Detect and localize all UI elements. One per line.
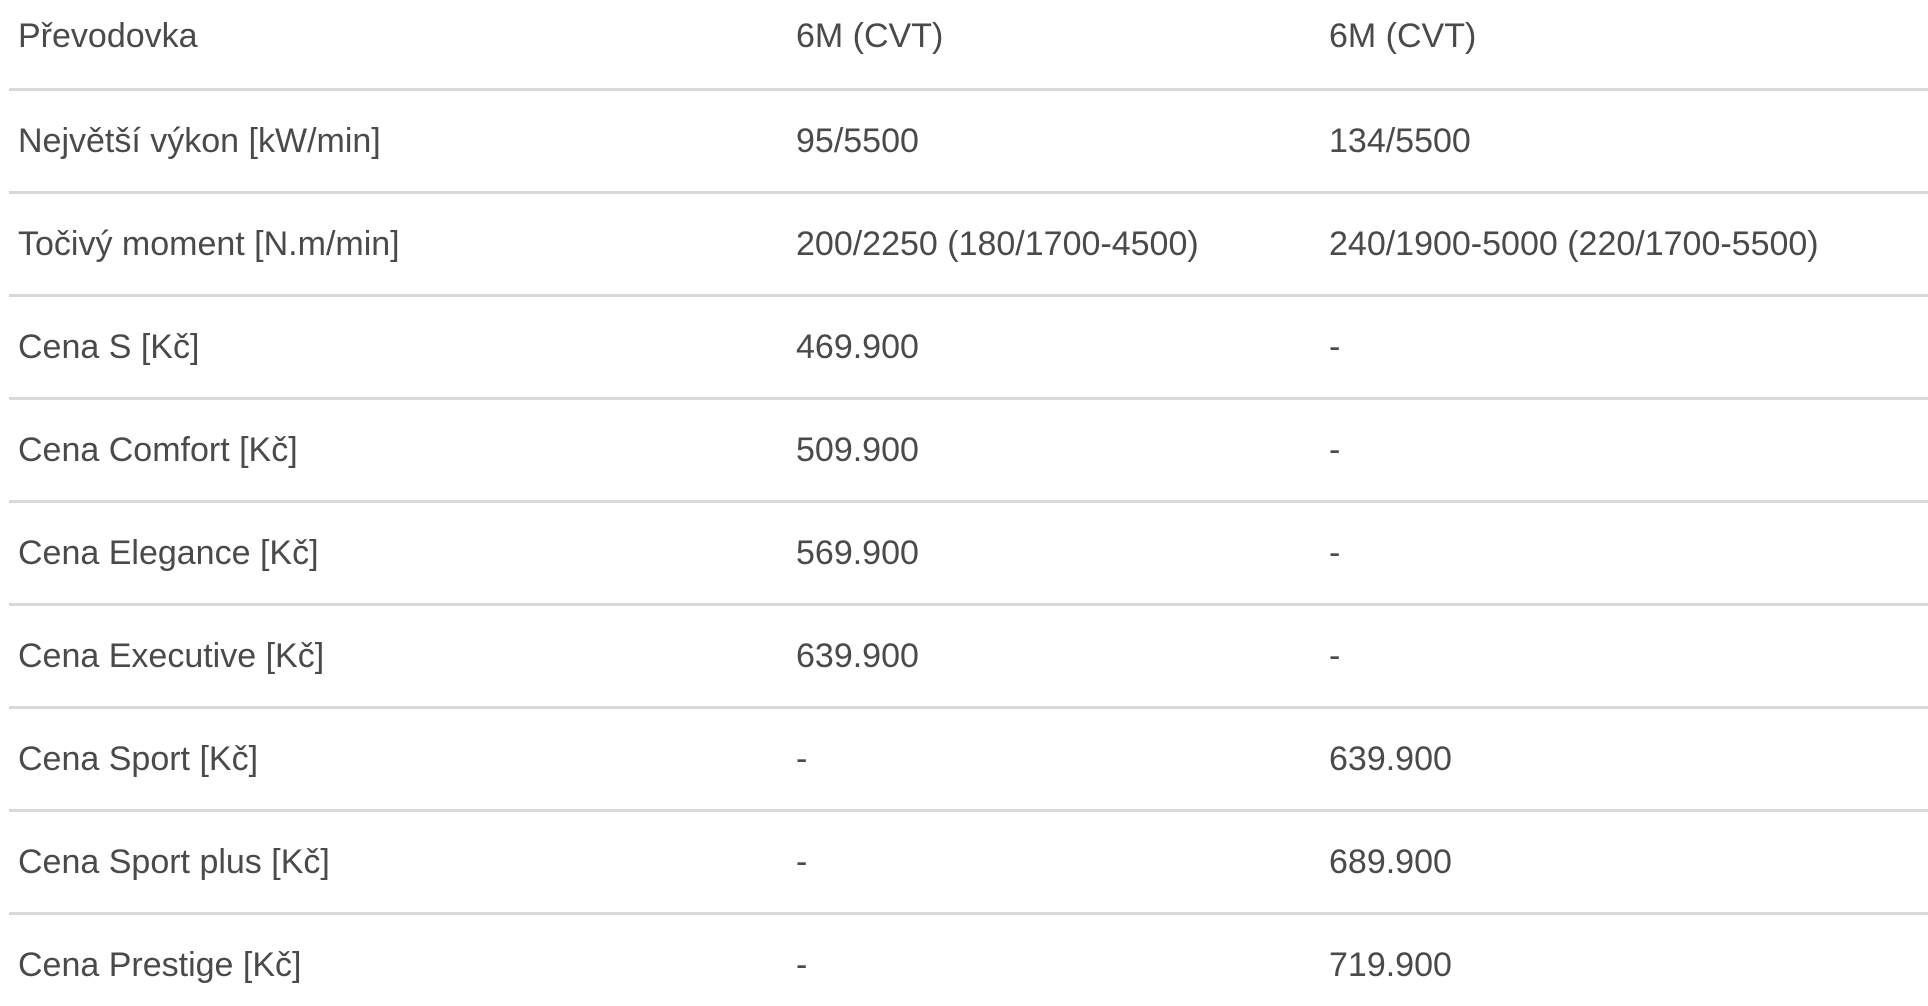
- variant-2-value: 689.900: [1329, 842, 1452, 881]
- variant-2-value: 134/5500: [1329, 121, 1471, 160]
- spec-name: Největší výkon [kW/min]: [18, 121, 381, 160]
- table-row: Převodovka 6M (CVT) 6M (CVT): [9, 0, 1928, 88]
- table-row: Cena Comfort [Kč] 509.900 -: [9, 397, 1928, 500]
- variant-1-value: 95/5500: [796, 121, 919, 160]
- variant-2-value: -: [1329, 533, 1341, 572]
- variant-1-value: -: [796, 842, 808, 881]
- variant-2-value: 639.900: [1329, 739, 1452, 778]
- spec-name: Cena Sport [Kč]: [18, 739, 259, 778]
- spec-name: Točivý moment [N.m/min]: [18, 224, 400, 263]
- variant-1-value: -: [796, 739, 808, 778]
- variant-1-value: -: [796, 945, 808, 984]
- spec-name: Cena S [Kč]: [18, 327, 200, 366]
- spec-table: Převodovka 6M (CVT) 6M (CVT) Největší vý…: [9, 0, 1928, 1006]
- spec-name: Cena Executive [Kč]: [18, 636, 325, 675]
- table-row: Cena Sport [Kč] - 639.900: [9, 706, 1928, 809]
- variant-2-value: 240/1900-5000 (220/1700-5500): [1329, 224, 1819, 263]
- table-row: Cena S [Kč] 469.900 -: [9, 294, 1928, 397]
- table-row: Cena Elegance [Kč] 569.900 -: [9, 500, 1928, 603]
- variant-1-value: 200/2250 (180/1700-4500): [796, 224, 1199, 263]
- variant-2-value: -: [1329, 430, 1341, 469]
- table-row: Točivý moment [N.m/min] 200/2250 (180/17…: [9, 191, 1928, 294]
- spec-name: Cena Comfort [Kč]: [18, 430, 298, 469]
- spec-name: Převodovka: [18, 17, 198, 56]
- table-row: Největší výkon [kW/min] 95/5500 134/5500: [9, 88, 1928, 191]
- variant-2-value: -: [1329, 636, 1341, 675]
- table-row: Cena Sport plus [Kč] - 689.900: [9, 809, 1928, 912]
- table-row: Cena Prestige [Kč] - 719.900: [9, 912, 1928, 1006]
- spec-name: Cena Elegance [Kč]: [18, 533, 319, 572]
- variant-1-value: 6M (CVT): [796, 17, 944, 56]
- variant-1-value: 569.900: [796, 533, 919, 572]
- table-row: Cena Executive [Kč] 639.900 -: [9, 603, 1928, 706]
- spec-name: Cena Sport plus [Kč]: [18, 842, 330, 881]
- variant-2-value: -: [1329, 327, 1341, 366]
- variant-1-value: 469.900: [796, 327, 919, 366]
- variant-1-value: 639.900: [796, 636, 919, 675]
- variant-2-value: 719.900: [1329, 945, 1452, 984]
- variant-1-value: 509.900: [796, 430, 919, 469]
- variant-2-value: 6M (CVT): [1329, 17, 1477, 56]
- spec-name: Cena Prestige [Kč]: [18, 945, 302, 984]
